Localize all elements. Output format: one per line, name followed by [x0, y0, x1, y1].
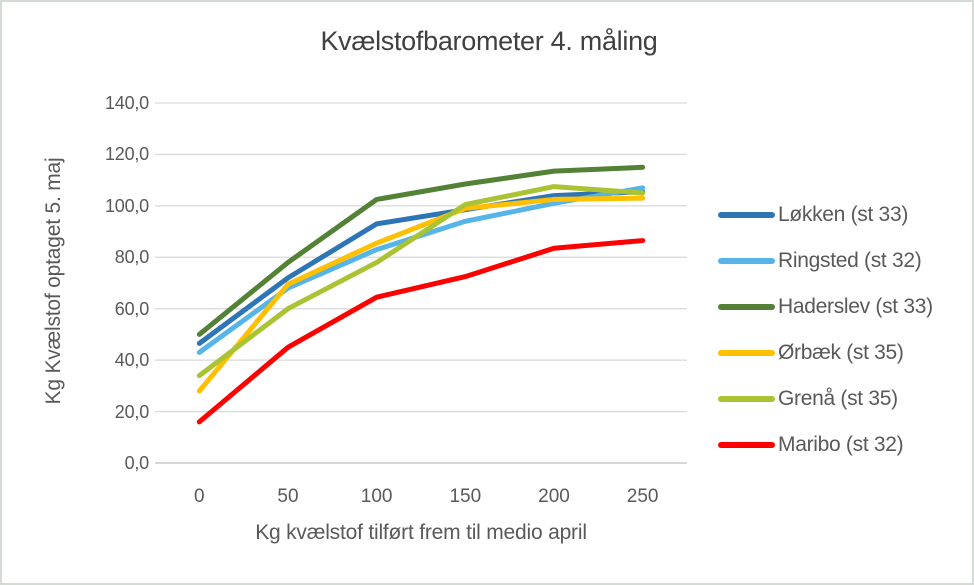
y-tick-label: 120,0 [104, 144, 149, 165]
series-line-4 [196, 195, 646, 394]
y-tick-label: 40,0 [114, 350, 149, 371]
series-line-3 [196, 164, 646, 337]
legend-item: Grenå (st 35) [718, 387, 898, 411]
x-tick-label: 150 [449, 486, 482, 507]
legend-swatch-icon [718, 350, 775, 356]
legend-item: Ringsted (st 32) [718, 249, 922, 273]
y-tick-label: 60,0 [114, 298, 149, 319]
legend-item: Ørbæk (st 35) [718, 341, 904, 365]
legend-label: Maribo (st 32) [778, 433, 904, 456]
legend-item: Haderslev (st 33) [718, 295, 933, 319]
series-line-1 [196, 189, 646, 346]
x-tick-label: 0 [194, 486, 205, 507]
y-tick-label: 0,0 [124, 453, 150, 473]
y-tick-label: 140,0 [104, 93, 149, 113]
legend-item: Løkken (st 33) [718, 203, 908, 227]
legend-label: Grenå (st 35) [778, 387, 898, 410]
legend-label: Haderslev (st 33) [778, 295, 933, 318]
legend: Løkken (st 33) Ringsted (st 32) Haderslev … [718, 2, 972, 583]
series-line-6 [196, 238, 646, 425]
series-line-5 [196, 184, 646, 379]
y-tick-label: 100,0 [104, 195, 149, 216]
legend-item: Maribo (st 32) [718, 433, 904, 457]
x-tick-label: 200 [538, 486, 570, 507]
x-axis-title: Kg kvælstof tilført frem til medio april [255, 521, 587, 544]
y-tick-label: 80,0 [114, 247, 149, 268]
x-tick-label: 250 [626, 486, 659, 507]
legend-label: Ørbæk (st 35) [778, 341, 904, 364]
legend-swatch-icon [718, 304, 775, 310]
legend-swatch-icon [718, 442, 775, 448]
y-axis-title: Kg Kvælstof optaget 5. maj [42, 157, 65, 405]
chart-title: Kvælstofbarometer 4. måling [320, 26, 658, 56]
legend-label: Løkken (st 33) [778, 203, 909, 226]
x-tick-label: 100 [360, 486, 393, 507]
x-tick-label: 50 [277, 486, 299, 507]
legend-swatch-icon [718, 258, 775, 264]
legend-label: Ringsted (st 32) [778, 249, 922, 272]
legend-swatch-icon [718, 396, 775, 402]
y-tick-label: 20,0 [114, 401, 149, 422]
legend-swatch-icon [718, 212, 775, 218]
